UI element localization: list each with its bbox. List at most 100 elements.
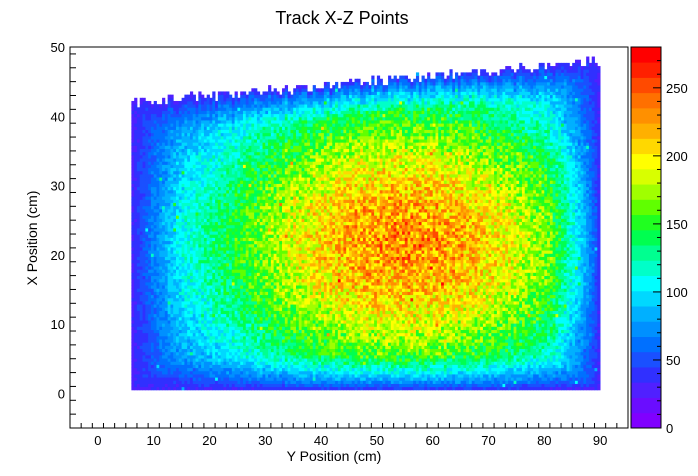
heatmap-cell [192,221,196,226]
heatmap-cell [259,212,263,216]
heatmap-cell [162,145,166,150]
heatmap-cell [248,154,252,159]
heatmap-cell [259,231,263,235]
heatmap-cell [189,316,194,321]
heatmap-cell [148,275,152,280]
heatmap-cell [259,288,263,292]
heatmap-cell [215,269,219,273]
heatmap-cell [189,329,194,334]
heatmap-cell [203,294,208,299]
heatmap-cell [229,189,233,194]
heatmap-cell [237,116,241,121]
heatmap-cell [142,320,146,324]
heatmap-cell [148,386,152,391]
heatmap-cell [223,313,227,318]
heatmap-cell [242,354,247,359]
heatmap-cell [198,177,202,181]
heatmap-cell [178,342,182,346]
heatmap-cell [276,247,280,251]
heatmap-cell [273,250,277,254]
heatmap-cell [237,278,241,283]
heatmap-cell [184,358,188,362]
heatmap-cell [139,332,143,337]
heatmap-cell [195,339,199,343]
heatmap-cell [153,380,157,384]
heatmap-cell [184,386,188,391]
heatmap-cell [209,142,213,146]
heatmap-cell [237,297,241,302]
heatmap-cell [226,91,230,96]
heatmap-cell [134,240,138,245]
heatmap-cell [265,231,269,235]
heatmap-cell [145,345,149,350]
heatmap-cell [206,380,210,384]
heatmap-cell [187,262,191,267]
heatmap-cell [226,104,230,108]
heatmap-cell [206,100,210,105]
heatmap-cell [195,266,199,270]
heatmap-cell [164,361,169,365]
heatmap-cell [184,374,188,378]
heatmap-cell [142,212,146,216]
heatmap-cell [259,177,263,181]
heatmap-cell [139,167,143,172]
heatmap-cell [184,301,188,305]
heatmap-cell [273,129,277,134]
heatmap-cell [240,370,244,375]
heatmap-cell [173,301,177,305]
heatmap-cell [195,193,199,197]
heatmap-cell [142,367,146,372]
heatmap-cell [203,126,208,130]
heatmap-cell [201,189,205,194]
heatmap-cell [195,107,199,111]
heatmap-cell [131,164,135,169]
heatmap-cell [256,301,261,305]
heatmap-cell [220,301,224,305]
heatmap-cell [192,100,196,105]
heatmap-cell [217,262,222,267]
heatmap-cell [268,189,272,194]
heatmap-cell [134,345,138,350]
heatmap-cell [276,189,280,194]
heatmap-cell [173,174,177,178]
heatmap-cell [251,250,255,254]
heatmap-cell [162,361,166,365]
heatmap-cell [215,205,219,210]
heatmap-cell [184,240,188,245]
heatmap-cell [178,142,182,146]
heatmap-cell [229,281,233,286]
heatmap-cell [173,256,177,261]
heatmap-cell [167,240,171,245]
heatmap-cell [178,310,182,315]
heatmap-cell [187,237,191,242]
heatmap-cell [242,281,247,286]
heatmap-cell [142,97,146,102]
heatmap-cell [251,266,255,270]
heatmap-cell [142,126,146,130]
heatmap-cell [248,167,252,172]
heatmap-cell [181,110,185,115]
heatmap-cell [268,208,272,213]
heatmap-cell [212,158,216,162]
heatmap-cell [248,174,252,178]
heatmap-cell [234,110,238,115]
heatmap-cell [145,180,149,184]
heatmap-cell [189,374,194,378]
heatmap-cell [181,310,185,315]
heatmap-cell [220,304,224,308]
heatmap-cell [187,320,191,324]
heatmap-cell [131,205,135,210]
heatmap-cell [226,110,230,115]
heatmap-cell [192,377,196,381]
heatmap-cell [134,380,138,384]
heatmap-cell [173,218,177,223]
heatmap-cell [209,189,213,194]
heatmap-cell [240,326,244,330]
heatmap-cell [240,148,244,153]
heatmap-cell [181,107,185,111]
heatmap-cell [256,256,261,261]
heatmap-cell [251,234,255,238]
heatmap-cell [234,145,238,150]
heatmap-cell [192,272,196,277]
heatmap-cell [240,221,244,226]
